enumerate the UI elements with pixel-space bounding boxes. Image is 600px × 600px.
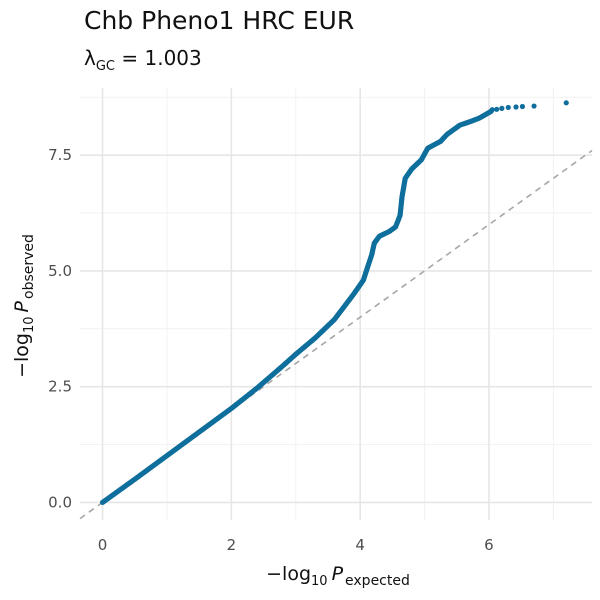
- data-point: [489, 107, 495, 113]
- data-point: [513, 104, 519, 110]
- data-point: [563, 100, 569, 106]
- y-axis-title-var: P: [11, 300, 33, 312]
- x-axis-title-var: P: [332, 563, 344, 585]
- x-axis-title-sub: 10: [311, 574, 328, 589]
- data-point: [519, 103, 526, 110]
- y-axis-title-sub: 10: [22, 316, 37, 333]
- data-point: [499, 105, 505, 111]
- x-tick-label: 0: [98, 536, 108, 554]
- x-tick-label: 6: [484, 536, 494, 554]
- y-axis-title: −log10 Pobserved: [11, 234, 37, 378]
- y-tick-label: 7.5: [48, 146, 72, 164]
- x-tick-label: 4: [355, 536, 365, 554]
- subtitle-equals: =: [115, 46, 145, 70]
- y-axis-title-var-sub: observed: [21, 234, 37, 299]
- lambda-subscript: GC: [95, 59, 115, 74]
- lambda-value: 1.003: [144, 46, 202, 70]
- data-points: [99, 100, 569, 506]
- x-axis-title-var-sub: expected: [345, 573, 410, 589]
- y-tick-label: 5.0: [48, 262, 72, 280]
- data-point: [505, 104, 511, 111]
- data-point: [531, 103, 537, 109]
- x-tick-label: 2: [227, 536, 237, 554]
- y-axis-title-prefix: −log: [11, 333, 33, 378]
- y-tick-label: 2.5: [48, 378, 72, 396]
- grid: [80, 88, 592, 520]
- chart-title: Chb Pheno1 HRC EUR: [84, 6, 355, 35]
- y-tick-label: 0.0: [48, 493, 72, 511]
- data-point: [494, 106, 500, 112]
- chart-subtitle: λGC = 1.003: [84, 46, 202, 74]
- tick-labels: 0 2 4 6 0.0 2.5 5.0 7.5: [48, 146, 494, 554]
- lambda-symbol: λ: [84, 46, 96, 70]
- x-axis-title-prefix: −log: [266, 563, 311, 585]
